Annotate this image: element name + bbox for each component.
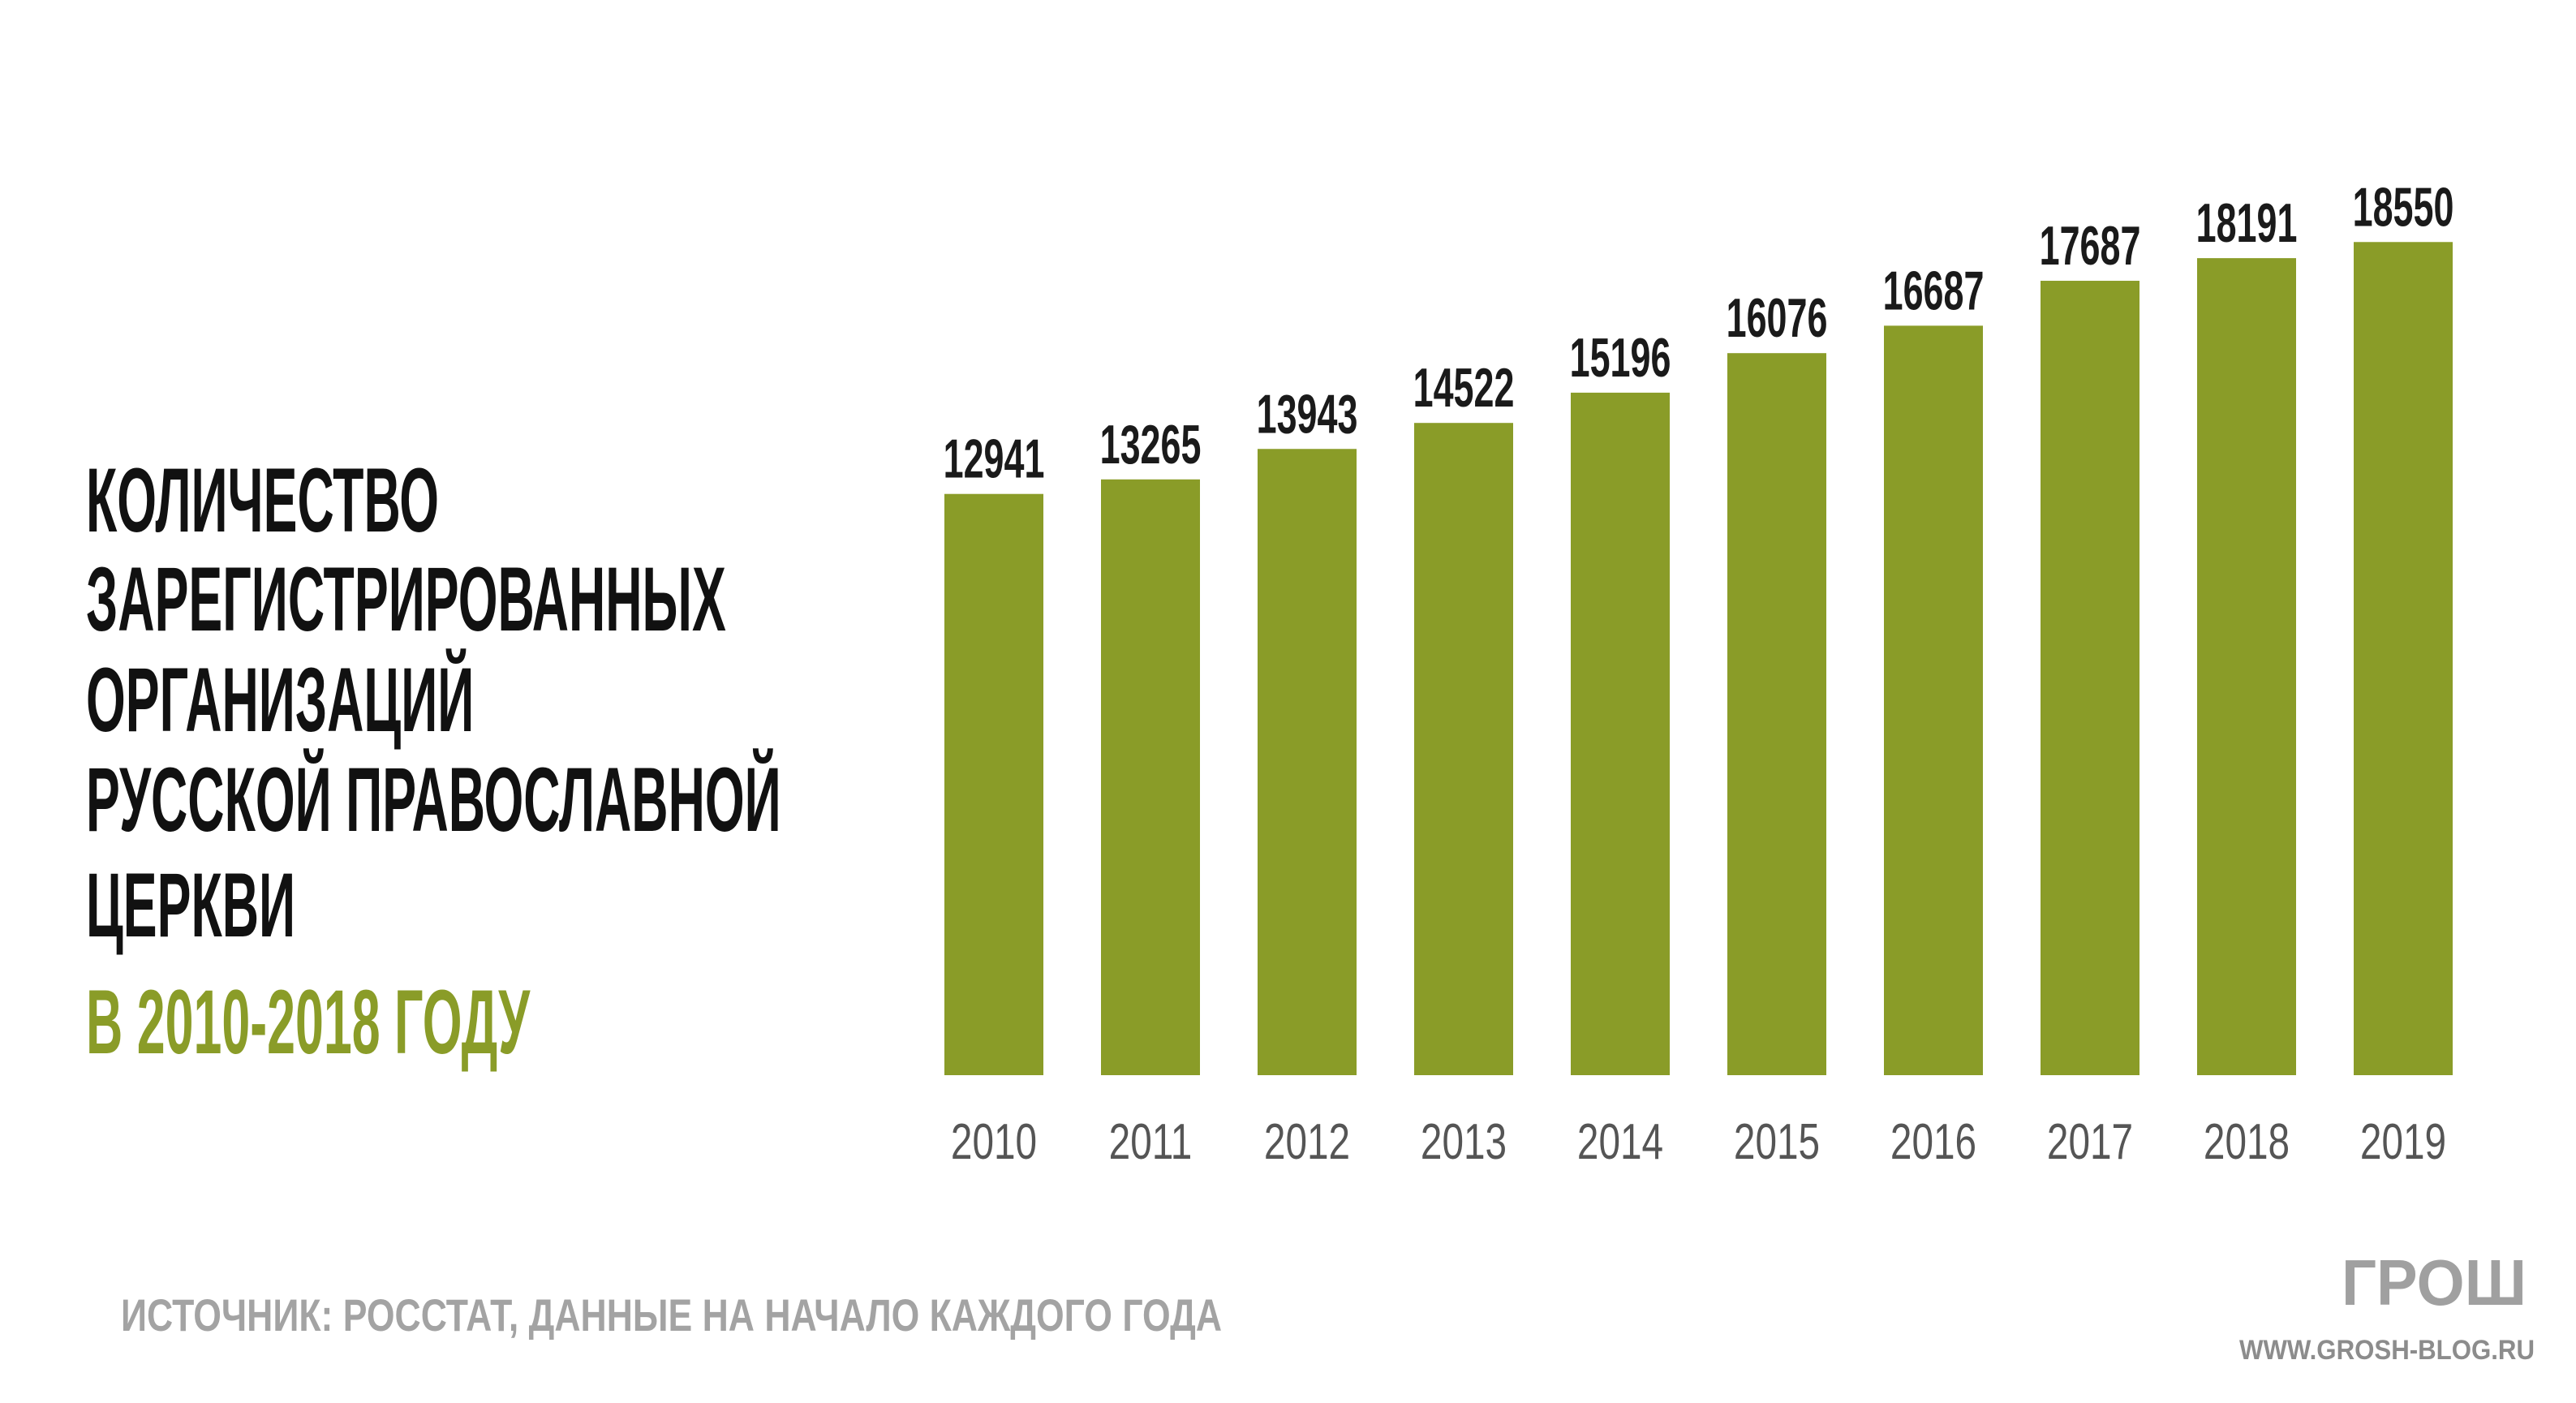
value-label: 18191	[2196, 193, 2298, 255]
x-tick-group: 2018	[2204, 1113, 2290, 1169]
value-label: 18550	[2353, 177, 2454, 239]
value-label-group: 14522	[1413, 358, 1515, 420]
x-tick-label: 2019	[2360, 1113, 2446, 1169]
value-label: 12941	[944, 429, 1045, 491]
title-line-group: ОРГАНИЗАЦИЙ	[86, 648, 474, 751]
bar	[2197, 258, 2296, 1075]
bar	[2041, 281, 2139, 1075]
title-line-group: РУССКОЙ ПРАВОСЛАВНОЙ	[86, 748, 781, 851]
x-tick-group: 2012	[1264, 1113, 1350, 1169]
x-tick-group: 2014	[1577, 1113, 1663, 1169]
x-tick-group: 2017	[2047, 1113, 2133, 1169]
website: WWW.GROSH-BLOG.RU	[2239, 1335, 2535, 1366]
x-tick-group: 2010	[951, 1113, 1037, 1169]
chart-title: ЗАРЕГИСТРИРОВАННЫХ	[86, 549, 726, 651]
value-label: 16076	[1727, 288, 1828, 350]
value-label: 13265	[1100, 415, 1202, 476]
chart-title: КОЛИЧЕСТВО	[86, 450, 439, 552]
x-tick-group: 2019	[2360, 1113, 2446, 1169]
chart-title: ЦЕРКВИ	[86, 855, 295, 957]
x-tick-label: 2011	[1109, 1113, 1193, 1169]
logo: ГРОШ	[2342, 1246, 2527, 1319]
x-tick-label: 2015	[1734, 1113, 1820, 1169]
value-label-group: 13943	[1257, 384, 1358, 445]
bar	[1414, 423, 1513, 1075]
chart-title: ОРГАНИЗАЦИЙ	[86, 648, 474, 751]
bar	[1101, 479, 1200, 1075]
value-label-group: 15196	[1570, 328, 1671, 389]
value-label: 13943	[1257, 384, 1358, 445]
chart-subtitle: В 2010-2018 ГОДУ	[86, 972, 531, 1074]
value-label-group: 18191	[2196, 193, 2298, 255]
value-label-group: 16687	[1883, 260, 1985, 322]
x-tick-label: 2018	[2204, 1113, 2290, 1169]
value-label: 14522	[1413, 358, 1515, 420]
value-label: 16687	[1883, 260, 1985, 322]
title-line-group: КОЛИЧЕСТВО	[86, 450, 439, 552]
chart-title: РУССКОЙ ПРАВОСЛАВНОЙ	[86, 748, 781, 851]
subtitle-group: В 2010-2018 ГОДУ	[86, 972, 531, 1074]
value-label-group: 16076	[1727, 288, 1828, 350]
value-label-group: 13265	[1100, 415, 1202, 476]
x-tick-group: 2011	[1109, 1113, 1193, 1169]
bar	[1727, 353, 1826, 1076]
bar	[2354, 242, 2453, 1075]
x-tick-group: 2015	[1734, 1113, 1820, 1169]
title-line-group: ЗАРЕГИСТРИРОВАННЫХ	[86, 549, 726, 651]
value-label-group: 18550	[2353, 177, 2454, 239]
x-tick-label: 2017	[2047, 1113, 2133, 1169]
bar	[944, 493, 1043, 1075]
value-label-group: 12941	[944, 429, 1045, 491]
x-tick-label: 2013	[1421, 1113, 1507, 1169]
x-tick-label: 2010	[951, 1113, 1037, 1169]
title-line-group: ЦЕРКВИ	[86, 855, 295, 957]
value-label: 17687	[2040, 216, 2141, 278]
source: ИСТОЧНИК: РОССТАТ, ДАННЫЕ НА НАЧАЛО КАЖД…	[121, 1289, 1222, 1341]
bar	[1884, 325, 1983, 1076]
x-tick-label: 2016	[1890, 1113, 1976, 1169]
x-tick-label: 2012	[1264, 1113, 1350, 1169]
bar	[1258, 449, 1357, 1075]
x-tick-group: 2013	[1421, 1113, 1507, 1169]
x-tick-group: 2016	[1890, 1113, 1976, 1169]
value-label: 15196	[1570, 328, 1671, 389]
value-label-group: 17687	[2040, 216, 2141, 278]
x-tick-label: 2014	[1577, 1113, 1663, 1169]
bar	[1571, 392, 1670, 1076]
